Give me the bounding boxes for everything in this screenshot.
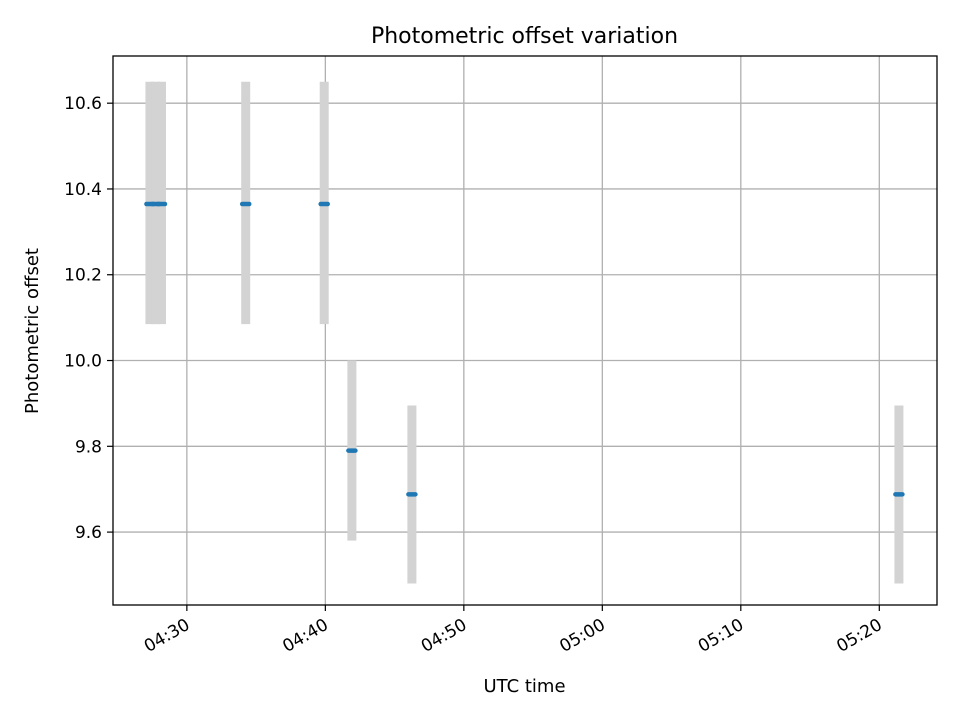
x-tick-label: 04:50 [418,615,470,657]
plot-frame [113,56,937,605]
y-tick-label: 10.4 [64,180,102,200]
x-tick-label: 05:00 [556,615,608,657]
x-tick-label: 05:20 [833,615,885,657]
data-points [146,204,902,494]
x-tick-label: 04:30 [141,615,193,657]
y-tick-label: 10.0 [64,352,102,372]
y-tick-label: 10.2 [64,266,102,286]
y-tick-label: 9.8 [75,437,102,457]
x-tick-label: 05:10 [695,615,747,657]
grid [113,56,937,605]
chart-title: Photometric offset variation [371,24,678,49]
y-tick-label: 9.6 [75,523,102,543]
x-axis-label: UTC time [483,676,565,697]
y-axis-label: Photometric offset [22,248,43,414]
y-tick-label: 10.6 [64,94,102,114]
x-tick-label: 04:40 [279,615,331,657]
error-bars [150,82,899,584]
